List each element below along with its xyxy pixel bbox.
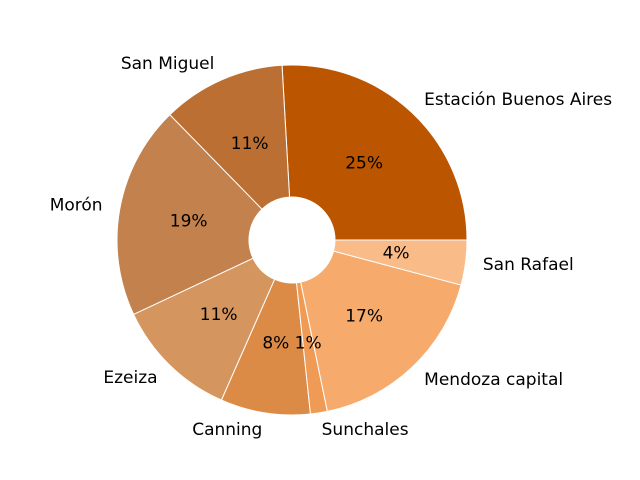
percent-label-5: 1% — [295, 334, 322, 354]
slice-2 — [116, 114, 263, 316]
category-label-4: Canning — [192, 420, 262, 440]
percent-label-2: 19% — [170, 211, 208, 231]
slice-6 — [300, 250, 462, 412]
percent-label-0: 25% — [345, 154, 383, 174]
category-label-7: San Rafael — [483, 255, 574, 275]
category-label-1: San Miguel — [121, 54, 215, 74]
slice-3 — [132, 257, 276, 401]
percent-label-7: 4% — [383, 244, 410, 264]
percent-label-6: 17% — [345, 306, 383, 326]
percent-label-1: 11% — [231, 134, 269, 154]
percent-label-3: 11% — [200, 305, 238, 325]
chart-labels: 25% Estación Buenos Aires 11% San Miguel 19%… — [50, 54, 613, 440]
category-label-6: Mendoza capital — [424, 370, 563, 390]
slice-7 — [332, 239, 468, 286]
category-label-3: Ezeiza — [103, 368, 157, 388]
slice-0 — [281, 64, 468, 241]
chart-slices — [116, 64, 468, 416]
slice-1 — [169, 64, 291, 210]
category-label-5: Sunchales — [322, 420, 409, 440]
category-label-0: Estación Buenos Aires — [424, 90, 612, 110]
category-label-2: Morón — [50, 196, 103, 216]
percent-label-4: 8% — [262, 334, 289, 354]
